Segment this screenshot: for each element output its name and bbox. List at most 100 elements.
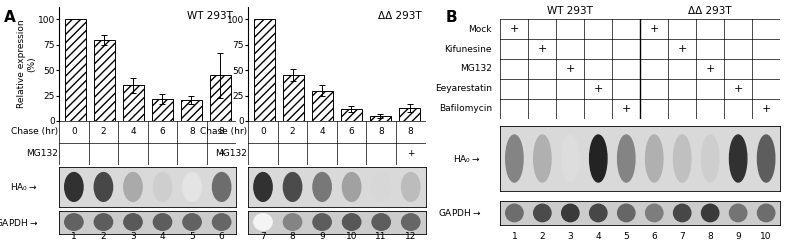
Text: 2: 2 [290,127,296,136]
Text: +: + [537,44,547,54]
Text: 8: 8 [189,127,195,136]
Ellipse shape [589,135,607,182]
Bar [65,19,86,121]
Text: +: + [761,104,771,114]
Text: +: + [705,64,715,74]
Text: 6: 6 [349,127,355,136]
Text: +: + [407,149,414,158]
Text: MG132: MG132 [215,149,247,158]
Ellipse shape [254,214,272,230]
Text: +: + [217,149,225,158]
Text: 1: 1 [511,232,517,241]
Text: GAPDH$\rightarrow$: GAPDH$\rightarrow$ [437,207,481,219]
Text: +: + [510,24,519,34]
Ellipse shape [562,135,579,182]
Ellipse shape [154,173,172,201]
Bar [152,99,173,121]
Ellipse shape [124,214,142,230]
Ellipse shape [343,173,361,201]
Ellipse shape [701,135,719,182]
Ellipse shape [313,214,331,230]
Ellipse shape [343,214,361,230]
Ellipse shape [674,135,691,182]
Ellipse shape [65,214,83,230]
Ellipse shape [730,135,747,182]
Text: 8: 8 [290,232,296,241]
Text: GAPDH$\rightarrow$: GAPDH$\rightarrow$ [0,217,38,227]
Ellipse shape [618,204,635,222]
Text: +: + [678,44,687,54]
Ellipse shape [645,204,663,222]
Ellipse shape [213,214,231,230]
Ellipse shape [154,214,172,230]
Text: 5: 5 [623,232,629,241]
Text: Chase (hr): Chase (hr) [200,127,247,136]
Text: 2: 2 [540,232,545,241]
Text: 2: 2 [101,127,106,136]
Ellipse shape [674,204,691,222]
Ellipse shape [372,173,390,201]
Bar [210,75,231,121]
Text: A: A [4,10,16,25]
Bar [399,108,420,121]
Ellipse shape [183,173,201,201]
Text: 1: 1 [71,232,76,241]
Text: 6: 6 [160,127,165,136]
Ellipse shape [506,135,523,182]
Text: 4: 4 [130,127,136,136]
Ellipse shape [757,204,775,222]
Text: 8: 8 [708,232,713,241]
Text: WT 293T: WT 293T [187,11,233,21]
Text: 2: 2 [101,232,106,241]
Ellipse shape [730,204,747,222]
Text: 3: 3 [567,232,573,241]
Ellipse shape [757,135,775,182]
Ellipse shape [254,173,272,201]
Text: Bafilomycin: Bafilomycin [439,104,492,113]
Text: 6: 6 [219,232,225,241]
Text: 10: 10 [760,232,772,241]
Text: ΔΔ 293T: ΔΔ 293T [689,6,732,16]
Ellipse shape [701,204,719,222]
Ellipse shape [402,214,420,230]
Ellipse shape [533,135,551,182]
Text: Mock: Mock [469,25,492,34]
Text: +: + [649,24,659,34]
Text: 8: 8 [408,127,414,136]
Text: Kifunesine: Kifunesine [444,45,492,54]
Ellipse shape [645,135,663,182]
Bar [94,40,114,121]
Text: B: B [445,10,457,25]
Text: HA₀$\rightarrow$: HA₀$\rightarrow$ [453,153,481,164]
Ellipse shape [95,214,113,230]
Ellipse shape [562,204,579,222]
Ellipse shape [213,173,231,201]
Text: +: + [593,84,603,94]
Ellipse shape [183,214,201,230]
Text: MG132: MG132 [460,64,492,74]
Ellipse shape [284,214,302,230]
Text: 12: 12 [405,232,416,241]
Text: 4: 4 [160,232,165,241]
Ellipse shape [533,204,551,222]
Text: 9: 9 [319,232,325,241]
Text: HA₀$\rightarrow$: HA₀$\rightarrow$ [10,182,38,192]
Text: 7: 7 [260,232,266,241]
Ellipse shape [618,135,635,182]
Text: ΔΔ 293T: ΔΔ 293T [378,11,422,21]
Bar [370,116,391,121]
Bar [341,109,362,121]
Ellipse shape [372,214,390,230]
Text: 0: 0 [260,127,266,136]
Text: 10: 10 [346,232,358,241]
Text: +: + [566,64,575,74]
Bar [123,85,143,121]
Text: 3: 3 [130,232,136,241]
Bar [312,91,333,121]
Bar [283,75,303,121]
Text: 7: 7 [679,232,685,241]
Text: Eeyarestatin: Eeyarestatin [435,84,492,93]
Text: 4: 4 [319,127,325,136]
Text: 0: 0 [71,127,76,136]
Bar [181,100,202,121]
